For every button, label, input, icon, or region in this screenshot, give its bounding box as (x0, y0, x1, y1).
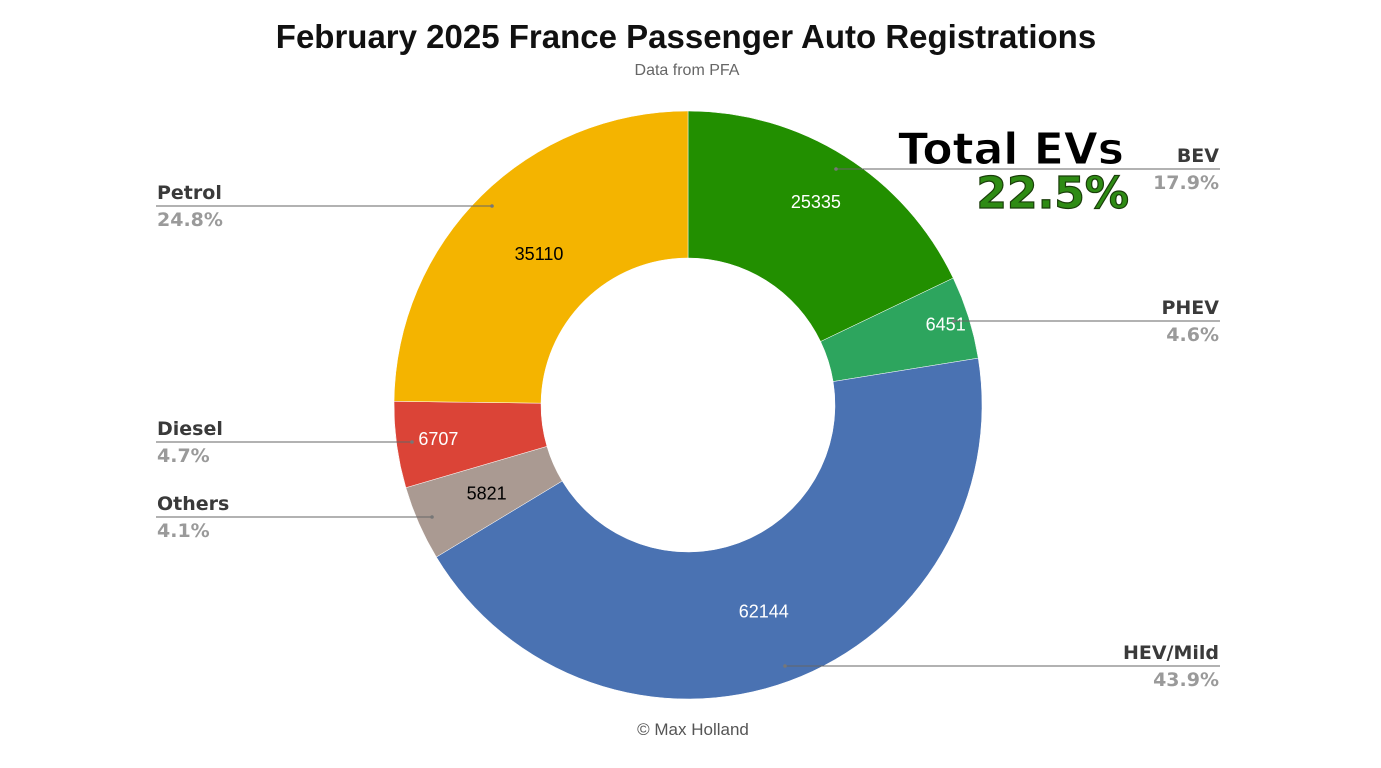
value-label-diesel: 6707 (418, 429, 458, 449)
copyright-footer: © Max Holland (637, 720, 749, 739)
legend-name-others: Others (157, 493, 229, 515)
legend-percent-others: 4.1% (157, 520, 210, 542)
legend-name-petrol: Petrol (157, 182, 222, 204)
slice-bev (687, 110, 954, 342)
legend-percent-bev: 17.9% (1153, 172, 1219, 194)
leader-dot-others (430, 515, 434, 519)
callout-title: Total EVs (898, 124, 1124, 175)
leader-dot-bev (834, 167, 838, 171)
leader-dot-petrol (490, 204, 494, 208)
slices-layer (393, 110, 983, 700)
legend-percent-petrol: 24.8% (157, 209, 223, 231)
chart-subtitle: Data from PFA (634, 62, 740, 79)
legend-layer: BEV 17.9% PHEV 4.6% HEV/Mild 43.9% Others 4.1% D… (156, 145, 1220, 691)
leader-dot-phev (952, 319, 956, 323)
leader-dot-hev-mild (783, 664, 787, 668)
value-label-bev: 25335 (791, 192, 841, 212)
slice-hev-mild (436, 357, 983, 700)
callout-value: 22.5% (976, 168, 1129, 219)
leader-dot-diesel (410, 440, 414, 444)
legend-name-bev: BEV (1177, 145, 1219, 167)
legend-percent-hev-mild: 43.9% (1153, 669, 1219, 691)
value-label-petrol: 35110 (515, 244, 564, 264)
legend-percent-diesel: 4.7% (157, 445, 210, 467)
value-label-others: 5821 (467, 484, 507, 504)
chart-title: February 2025 France Passenger Auto Regi… (275, 18, 1097, 55)
legend-name-hev-mild: HEV/Mild (1123, 642, 1219, 664)
value-label-hev-mild: 62144 (739, 602, 789, 622)
legend-name-phev: PHEV (1161, 297, 1219, 319)
total-evs-callout: Total EVs 22.5% (898, 124, 1130, 220)
value-label-phev: 6451 (926, 314, 966, 334)
legend-percent-phev: 4.6% (1166, 324, 1219, 346)
value-labels-layer: 25335 6451 62144 5821 6707 35110 (418, 192, 965, 622)
legend-name-diesel: Diesel (157, 418, 223, 440)
slice-petrol (393, 110, 689, 404)
